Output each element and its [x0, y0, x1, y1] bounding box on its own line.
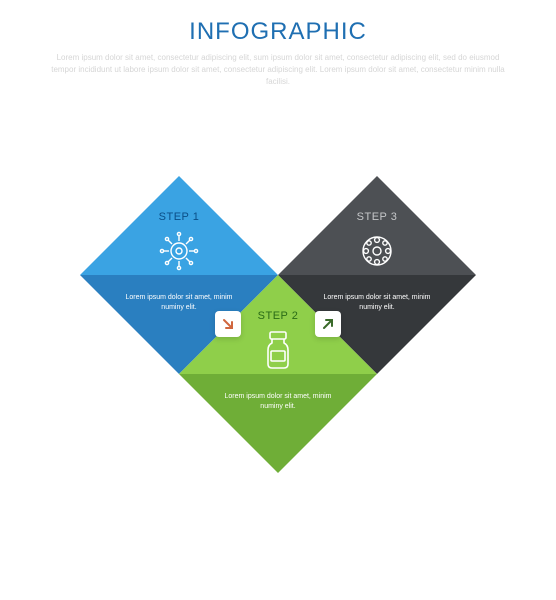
step-1-label: STEP 1: [129, 211, 229, 223]
arrow-down-right-icon: [224, 320, 232, 328]
cell-icon: [357, 231, 397, 271]
step-2-label: STEP 2: [228, 310, 328, 322]
arrow-up-right-icon: [324, 320, 332, 328]
step-1-body: Lorem ipsum dolor sit amet, minim numiny…: [124, 293, 234, 313]
page-subtitle: Lorem ipsum dolor sit amet, consectetur …: [50, 52, 506, 88]
page-title: INFOGRAPHIC: [0, 18, 556, 46]
step-3-label: STEP 3: [327, 211, 427, 223]
step-3-body: Lorem ipsum dolor sit amet, minim numiny…: [322, 293, 432, 313]
bottle-icon: [258, 330, 298, 370]
connector-1-2: [215, 311, 241, 337]
connector-2-3: [315, 311, 341, 337]
diagram-stage: STEP 1 Lorem ipsum dolor sit amet, minim…: [80, 176, 476, 536]
step-2-body: Lorem ipsum dolor sit amet, minim numiny…: [223, 392, 333, 412]
virus-icon: [159, 231, 199, 271]
